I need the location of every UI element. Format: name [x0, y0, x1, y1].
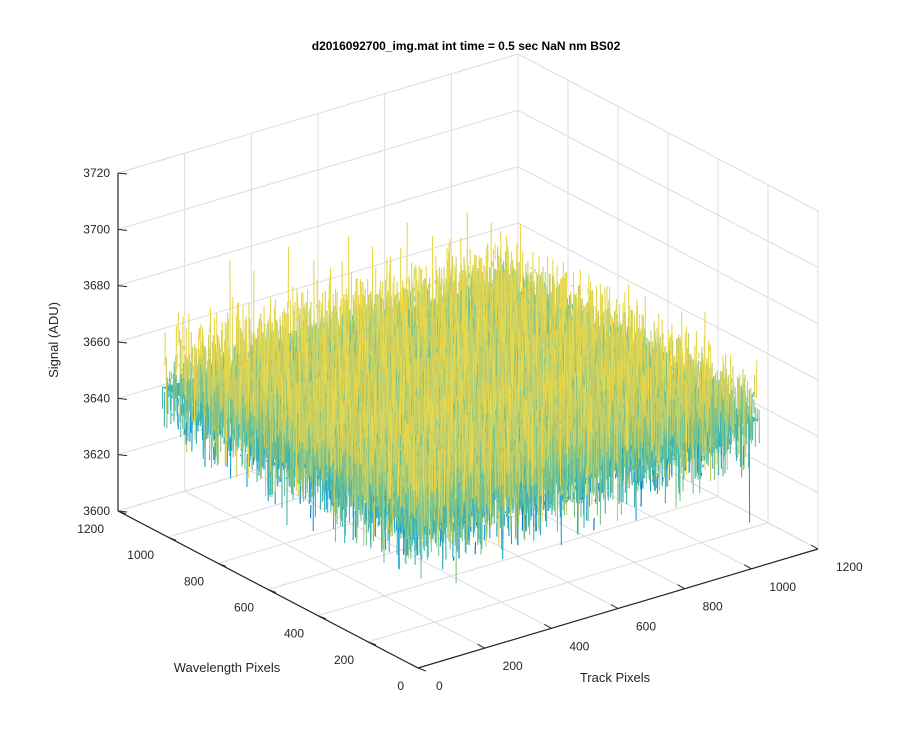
side-wall-gridline-z	[517, 222, 819, 381]
surface	[161, 212, 760, 584]
back-wall-gridline-z	[117, 222, 519, 343]
back-wall-gridline-z	[117, 53, 519, 174]
side-wall-gridline-z	[517, 166, 819, 325]
side-wall-gridline-z	[517, 109, 819, 268]
floor-gridline-y	[367, 522, 769, 643]
back-wall-gridline-z	[117, 109, 519, 230]
side-wall-gridline-z	[517, 53, 819, 212]
floor-gridline-y	[317, 496, 719, 617]
back-wall-gridline-z	[117, 166, 519, 287]
